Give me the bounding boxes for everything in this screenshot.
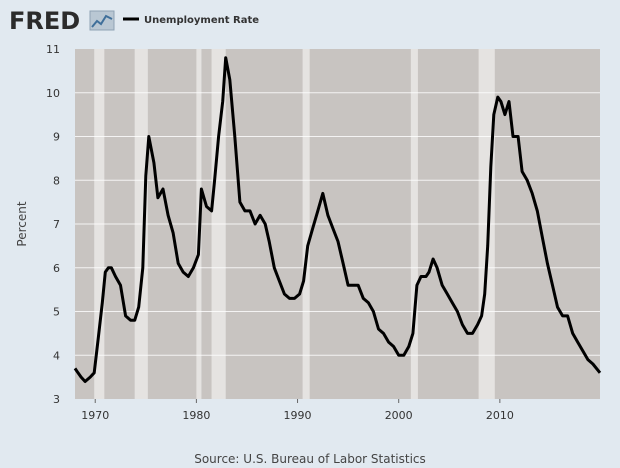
y-tick-label: 9 [53, 131, 60, 144]
chart-icon [89, 10, 115, 31]
fred-logo-text: FRED [9, 7, 80, 35]
x-tick-label: 2000 [385, 409, 413, 422]
x-tick-label: 2010 [486, 409, 514, 422]
source-note: Source: U.S. Bureau of Labor Statistics [194, 452, 426, 466]
x-tick-label: 1990 [284, 409, 312, 422]
x-tick-label: 1970 [81, 409, 109, 422]
y-tick-label: 5 [53, 306, 60, 319]
y-tick-label: 11 [46, 43, 60, 56]
y-tick-label: 7 [53, 218, 60, 231]
x-axis: 1970 1980 1990 2000 2010 [81, 399, 514, 422]
y-tick-label: 4 [53, 349, 60, 362]
x-tick-label: 1980 [182, 409, 210, 422]
unemployment-rate-line [73, 56, 602, 383]
y-axis-label: Percent [15, 201, 29, 246]
fred-logo[interactable]: FRED [9, 7, 115, 35]
y-tick-label: 10 [46, 87, 60, 100]
y-tick-label: 3 [53, 393, 60, 406]
legend: Unemployment Rate [123, 15, 259, 26]
y-axis: 3 4 5 6 7 8 9 10 11 [46, 43, 60, 406]
legend-label: Unemployment Rate [144, 15, 259, 26]
y-tick-label: 6 [53, 262, 60, 275]
y-tick-label: 8 [53, 174, 60, 187]
